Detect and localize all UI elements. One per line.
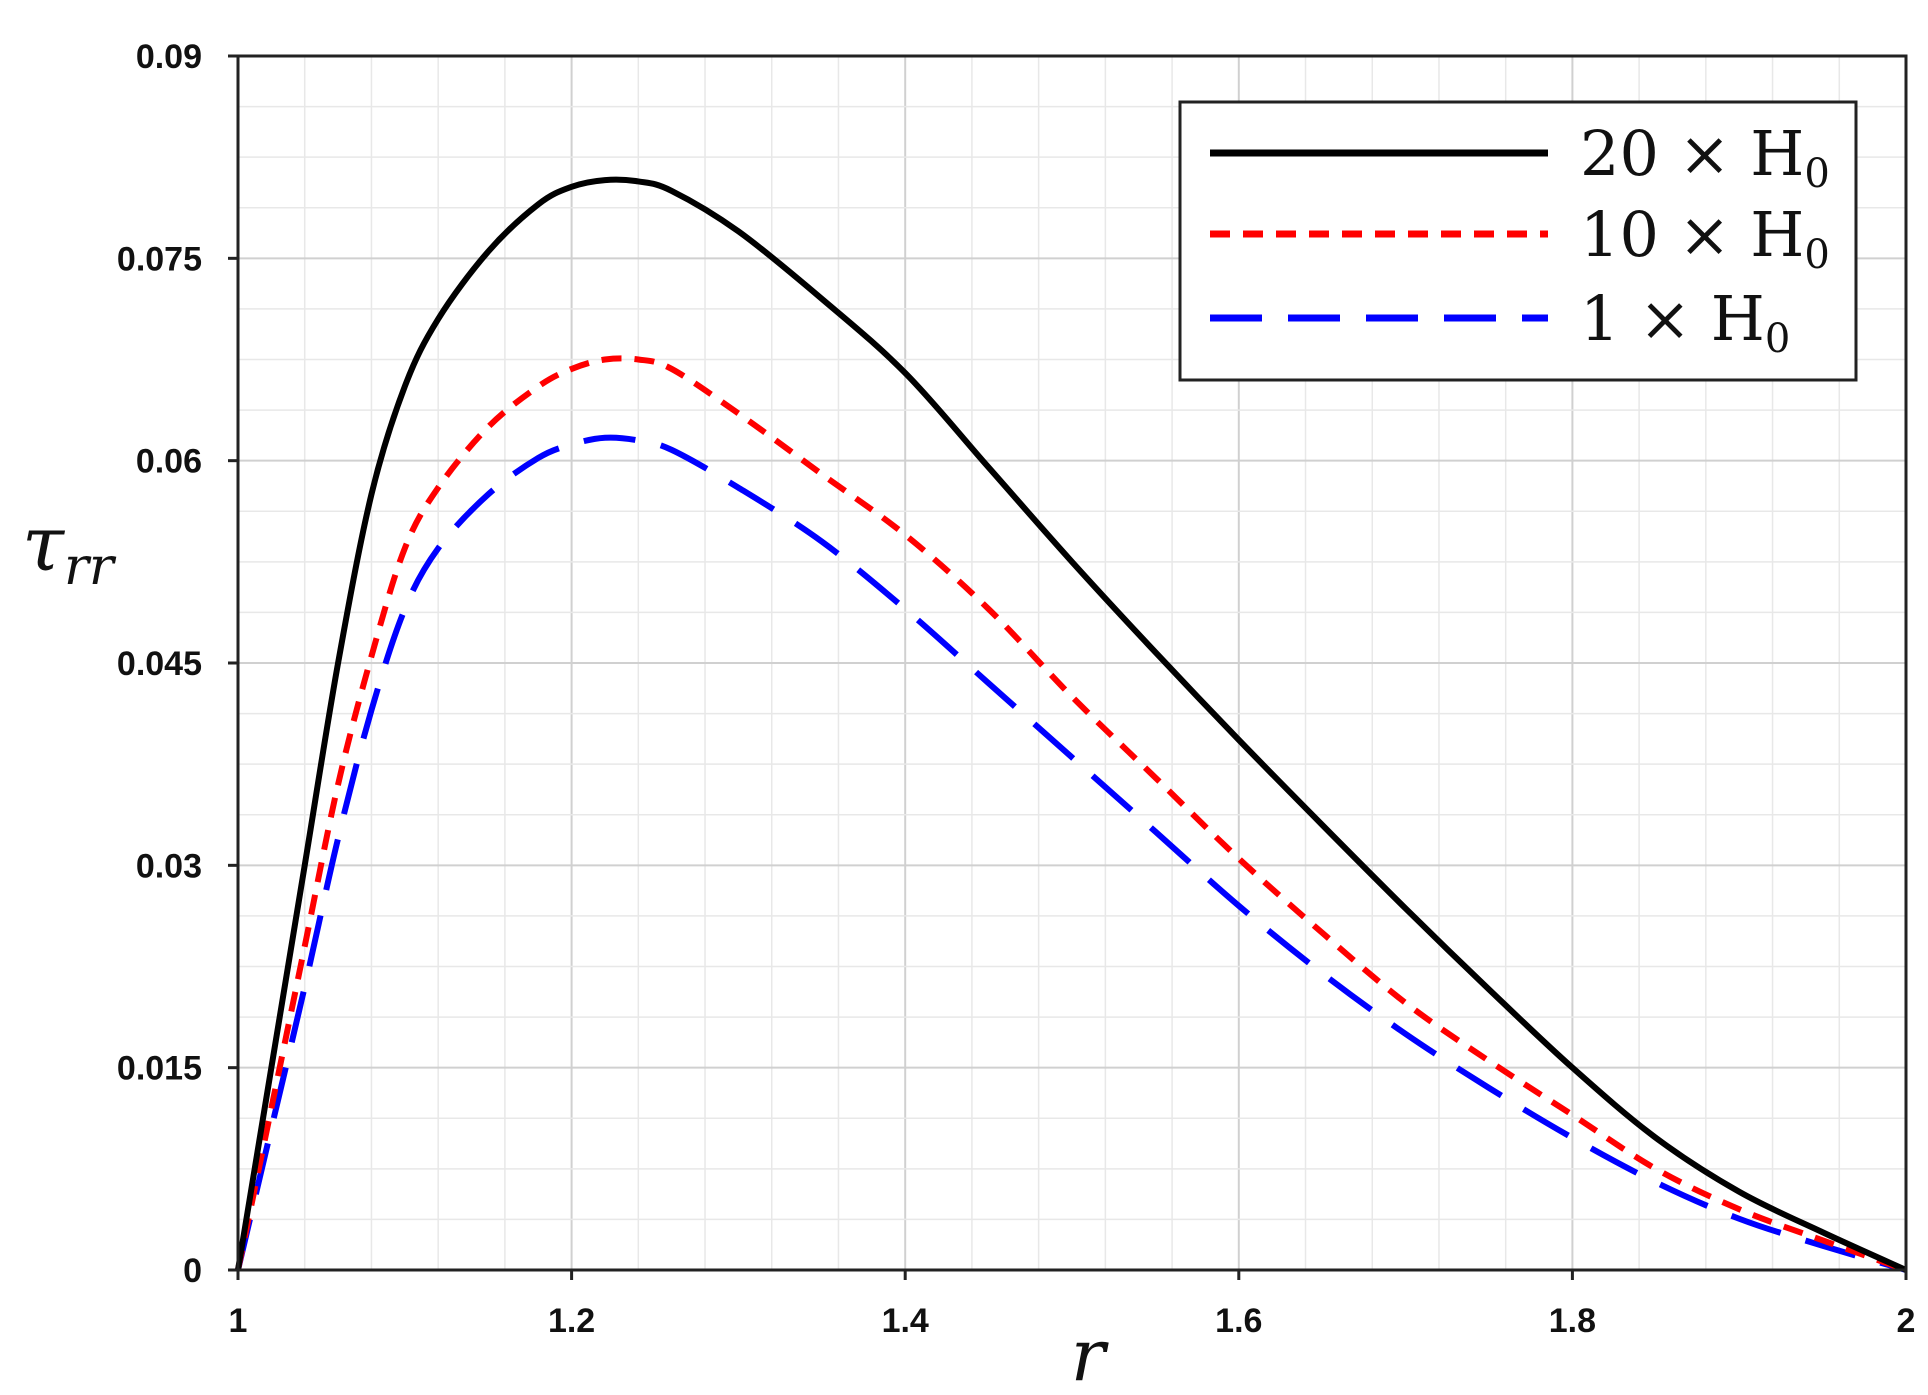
y-axis-title-main: τ [22,499,66,588]
legend-label: 10 × H0 [1580,198,1830,278]
legend-label-main: 20 × H [1580,117,1804,190]
y-axis-title-subscript: rr [64,537,117,597]
x-tick-label: 1.8 [1549,1302,1596,1340]
legend-label-subscript: 0 [1804,232,1829,278]
legend-label-subscript: 0 [1765,316,1790,362]
x-tick-label: 1.4 [882,1302,929,1340]
x-tick-label: 1.6 [1215,1302,1262,1340]
y-tick-label: 0.03 [136,847,202,885]
y-axis-title: τrr [22,499,117,597]
series-line [235,434,1907,1273]
y-tick-label: 0 [183,1252,202,1290]
x-tick-label: 1.2 [548,1302,595,1340]
tick-labels: 1 1.2 1.4 1.6 1.8 2 0 0.015 0.03 0.045 0.06 0.075 0.… [117,38,1916,1340]
legend-label: 1 × H0 [1580,282,1790,362]
series-layer [235,176,1908,1273]
series-line [235,176,1908,1273]
y-tick-label: 0.075 [117,240,202,278]
legend-box [1178,100,1858,382]
x-tick-label: 2 [1897,1302,1916,1340]
series-line [235,355,1908,1273]
y-tick-label: 0.09 [136,38,202,76]
y-tick-label: 0.06 [136,443,202,481]
legend-label: 20 × H0 [1580,117,1830,197]
legend-label-main: 10 × H [1580,198,1804,271]
x-axis-title: r [1071,1313,1109,1395]
y-tick-label: 0.015 [117,1050,202,1088]
y-tick-label: 0.045 [117,645,202,683]
legend-label-main: 1 × H [1580,282,1765,355]
legend-label-subscript: 0 [1804,151,1829,197]
x-tick-label: 1 [229,1302,248,1340]
